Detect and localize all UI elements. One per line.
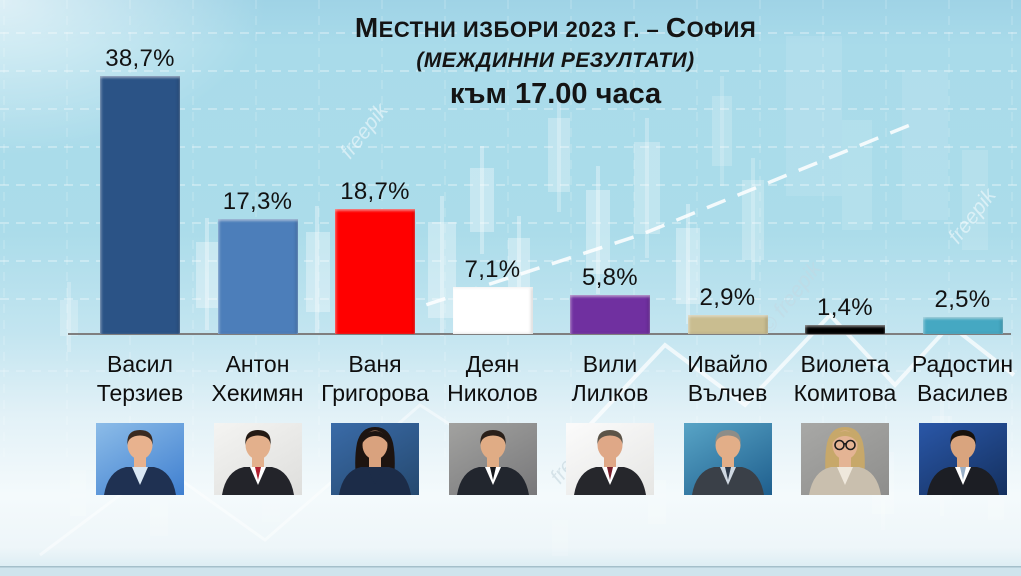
- bar-stack: 5,8%: [551, 264, 669, 334]
- result-bar: [687, 314, 768, 334]
- candidate-first-name: Ваня: [348, 351, 402, 377]
- result-bar: [335, 209, 415, 334]
- bar-value-label: 18,7%: [340, 178, 410, 206]
- candidate-last-name: Вълчев: [687, 380, 768, 406]
- result-bar: [922, 317, 1003, 334]
- candidate-first-name: Ивайло: [687, 351, 768, 377]
- person-silhouette-icon: [809, 427, 881, 495]
- person-silhouette-icon: [104, 430, 176, 495]
- candidate-column: 2,9% Ивайло Вълчев: [669, 0, 787, 576]
- candidate-column: 1,4% Виолета Комитова: [786, 0, 904, 576]
- candidate-first-name: Виолета: [800, 351, 890, 377]
- chart-subtitle: (Междинни резултати): [416, 49, 695, 72]
- candidate-last-name: Василев: [917, 380, 1008, 406]
- result-bar: [100, 76, 180, 334]
- title-lead-letter: М: [354, 12, 379, 43]
- bar-stack: 17,3%: [199, 188, 317, 334]
- candidate-photo: [683, 423, 772, 495]
- candidate-photo: [96, 423, 184, 495]
- candidate-name: Антон Хекимян: [190, 350, 326, 408]
- candidate-last-name: Комитова: [793, 380, 897, 406]
- candidate-column: 17,3% Антон Хекимян: [199, 0, 317, 576]
- candidate-column: 5,8% Вили Лилков: [551, 0, 669, 576]
- bar-stack: 38,7%: [81, 45, 199, 334]
- candidate-name: Ваня Григорова: [307, 350, 443, 408]
- title-text: естни избори 2023 г. –: [378, 17, 666, 42]
- person-silhouette-icon: [339, 427, 411, 495]
- candidate-photo: [331, 423, 419, 495]
- bar-value-label: 5,8%: [582, 264, 638, 292]
- candidate-last-name: Терзиев: [96, 380, 184, 406]
- glasses-icon: [834, 439, 856, 451]
- candidate-name: Виолета Комитова: [777, 350, 913, 408]
- bar-value-label: 38,7%: [105, 45, 175, 73]
- title-block: Местни избори 2023 г. – София (Междинни …: [90, 12, 1021, 112]
- person-silhouette-icon: [221, 430, 294, 495]
- candidate-column: 7,1% Деян Николов: [434, 0, 552, 576]
- candidate-name: Деян Николов: [425, 350, 561, 408]
- bar-stack: 2,9%: [669, 284, 787, 334]
- result-bar: [217, 218, 298, 334]
- candidate-name: Вили Лилков: [542, 350, 678, 408]
- candidate-photo: [213, 423, 302, 495]
- bar-stack: 7,1%: [434, 256, 552, 334]
- bar-stack: 18,7%: [316, 178, 434, 334]
- candidate-last-name: Лилков: [571, 380, 649, 406]
- result-bar: [570, 295, 650, 334]
- candidate-first-name: Васил: [107, 351, 173, 377]
- result-bar: [805, 324, 885, 334]
- candidate-first-name: Вили: [582, 351, 638, 377]
- candidate-last-name: Григорова: [321, 380, 429, 406]
- candidate-name: Радостин Василев: [895, 350, 1021, 408]
- x-axis-line: [68, 333, 1011, 335]
- bar-value-label: 2,5%: [934, 286, 991, 314]
- person-silhouette-icon: [574, 430, 646, 495]
- candidate-first-name: Деян: [465, 351, 520, 377]
- candidate-first-name: Антон: [225, 351, 290, 377]
- person-silhouette-icon: [926, 430, 999, 495]
- chart-time-note: към 17.00 часа: [449, 78, 662, 110]
- bar-value-label: 1,4%: [817, 293, 873, 321]
- title-text: офия: [686, 17, 757, 42]
- candidate-photo: [448, 423, 537, 495]
- bar-value-label: 2,9%: [699, 283, 756, 311]
- person-silhouette-icon: [456, 430, 529, 495]
- candidate-first-name: Радостин: [911, 351, 1014, 377]
- candidate-column: 18,7% Ваня Григорова: [316, 0, 434, 576]
- candidate-photo: [801, 423, 889, 495]
- candidate-last-name: Николов: [447, 380, 538, 406]
- candidate-column: 2,5% Радостин Василев: [904, 0, 1021, 576]
- bar-value-label: 7,1%: [464, 255, 521, 283]
- candidate-column: 38,7% Васил Терзиев: [81, 0, 199, 576]
- candidate-name: Васил Терзиев: [72, 350, 208, 408]
- title-lead-letter: С: [665, 12, 687, 43]
- bar-value-label: 17,3%: [222, 187, 293, 215]
- candidate-photo: [566, 423, 654, 495]
- bar-stack: 1,4%: [786, 294, 904, 334]
- candidate-name: Ивайло Вълчев: [660, 350, 796, 408]
- bar-stack: 2,5%: [904, 286, 1021, 334]
- result-bar: [452, 286, 533, 334]
- chart-title: Местни избори 2023 г. – София: [90, 12, 1021, 46]
- candidate-photo: [918, 423, 1007, 495]
- person-silhouette-icon: [691, 430, 764, 495]
- candidate-last-name: Хекимян: [211, 380, 304, 406]
